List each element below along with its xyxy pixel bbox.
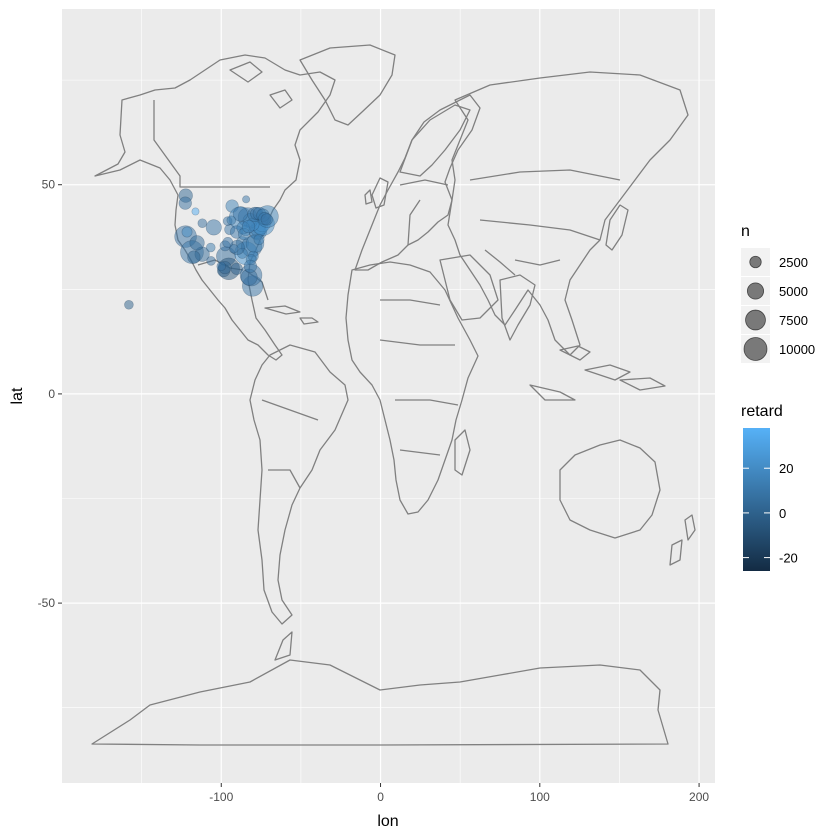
airport-point (206, 256, 216, 266)
color-legend-label: -20 (779, 551, 798, 566)
x-axis: -100 0 100 200 (209, 783, 709, 804)
color-legend-label: 0 (779, 506, 786, 521)
airport-point (181, 226, 193, 238)
y-axis: -50 0 50 (38, 178, 62, 610)
airport-point (189, 235, 205, 251)
airport-point (242, 195, 251, 204)
size-legend-circle (746, 282, 765, 300)
airport-point (260, 213, 273, 226)
y-tick-label: -50 (38, 596, 56, 610)
airport-point (191, 207, 200, 216)
airport-point (206, 242, 216, 253)
y-tick-label: 50 (42, 178, 56, 192)
airport-point (253, 234, 265, 245)
x-tick-label: 0 (377, 790, 384, 804)
color-legend-title: retard (741, 403, 783, 420)
size-legend-label: 10000 (779, 342, 815, 357)
x-tick-label: -100 (209, 790, 233, 804)
scatter-points (124, 188, 279, 310)
plot-panel (62, 9, 715, 783)
airport-point (243, 259, 258, 273)
size-legend-title: n (741, 223, 750, 240)
color-legend-bar (743, 428, 770, 571)
x-tick-label: 100 (530, 790, 550, 804)
airport-point (197, 218, 208, 228)
airport-point (178, 196, 192, 210)
color-legend: retard -20 0 20 (741, 403, 798, 571)
world-map (91, 44, 696, 746)
airport-point (187, 250, 201, 264)
size-legend-label: 7500 (779, 313, 808, 328)
y-tick-label: 0 (48, 387, 55, 401)
airport-point (205, 219, 222, 236)
airport-point (241, 219, 256, 234)
x-axis-title: lon (377, 813, 398, 830)
color-legend-label: 20 (779, 461, 793, 476)
size-legend-label: 5000 (779, 284, 808, 299)
size-legend-circle (749, 255, 762, 269)
y-axis-title: lat (9, 387, 26, 404)
airport-point (226, 215, 237, 226)
size-legend-label: 2500 (779, 255, 808, 270)
airport-point (124, 300, 134, 310)
airport-point (232, 206, 248, 222)
airport-point (222, 237, 234, 248)
size-legend-circle (745, 309, 766, 331)
airport-point (216, 261, 227, 272)
x-tick-label: 200 (689, 790, 709, 804)
size-legend-circle (743, 337, 768, 361)
size-legend: n 2500 5000 7500 10000 (741, 223, 815, 363)
